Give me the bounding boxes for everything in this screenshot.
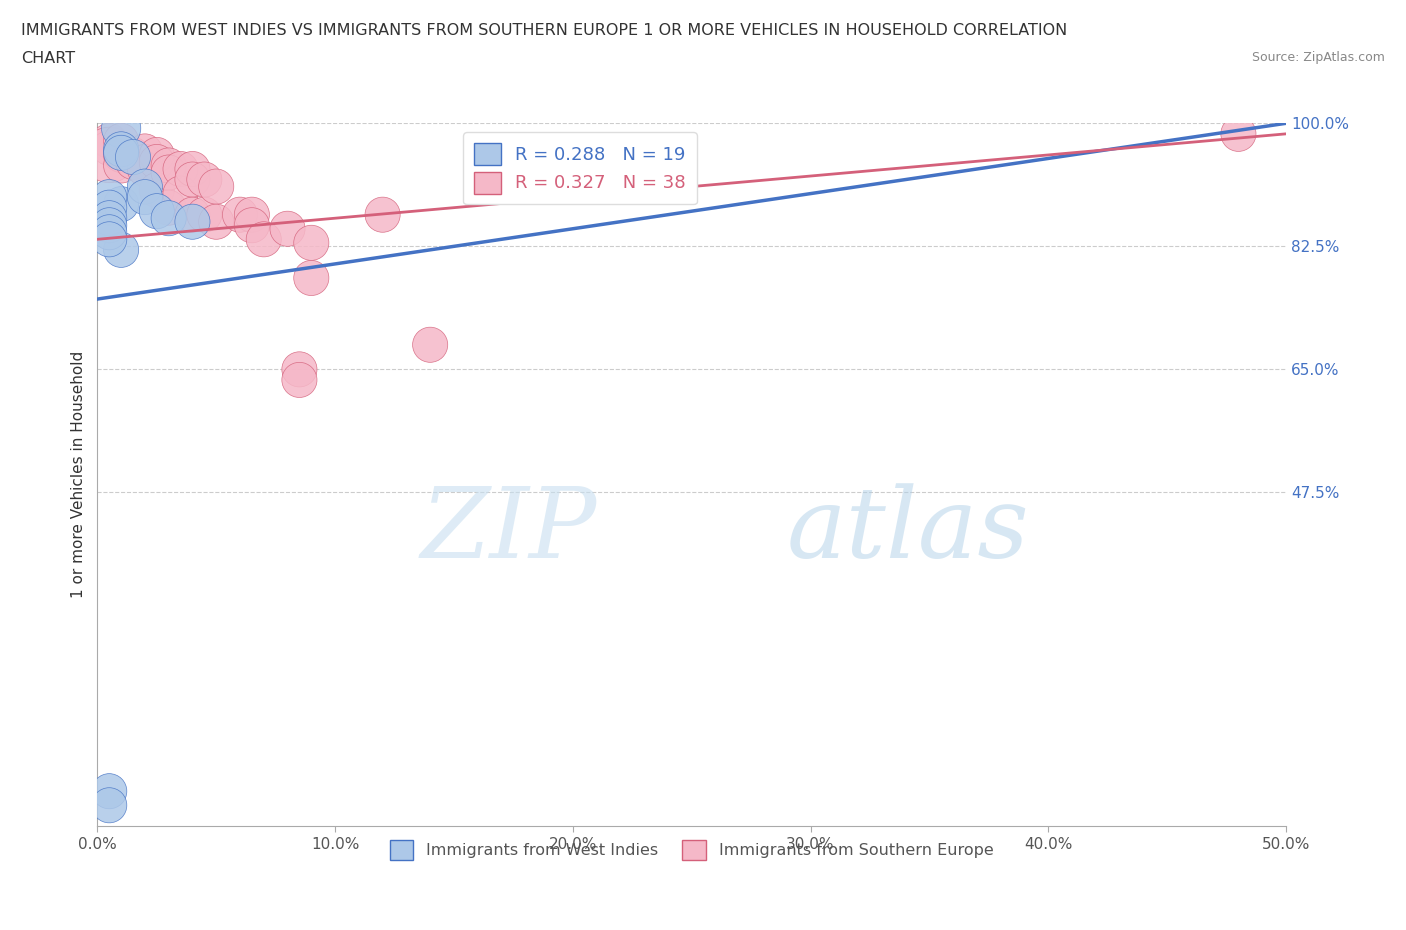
Point [110, 142, 132, 157]
Point [181, 214, 204, 229]
Point [157, 158, 180, 173]
Y-axis label: 1 or more Vehicles in Household: 1 or more Vehicles in Household [72, 352, 86, 598]
Point [205, 179, 228, 194]
Point [299, 235, 322, 250]
Point [169, 162, 191, 177]
Point [98, 218, 121, 232]
Point [122, 154, 145, 169]
Point [419, 338, 441, 352]
Point [110, 243, 132, 258]
Point [98, 225, 121, 240]
Point [98, 211, 121, 226]
Point [110, 121, 132, 136]
Text: Source: ZipAtlas.com: Source: ZipAtlas.com [1251, 51, 1385, 64]
Point [110, 133, 132, 148]
Point [122, 150, 145, 165]
Point [110, 145, 132, 160]
Point [134, 190, 156, 205]
Point [134, 162, 156, 177]
Point [253, 232, 276, 246]
Point [277, 221, 299, 236]
Point [98, 784, 121, 799]
Point [205, 214, 228, 229]
Point [240, 218, 263, 232]
Point [146, 148, 169, 163]
Point [134, 144, 156, 159]
Point [193, 207, 215, 222]
Point [157, 165, 180, 179]
Point [110, 158, 132, 173]
Point [134, 154, 156, 169]
Point [157, 200, 180, 215]
Point [181, 207, 204, 222]
Point [193, 172, 215, 187]
Point [229, 207, 252, 222]
Point [169, 186, 191, 201]
Point [288, 373, 311, 388]
Point [134, 179, 156, 194]
Point [181, 162, 204, 177]
Point [98, 140, 121, 155]
Point [110, 148, 132, 163]
Text: ZIP: ZIP [420, 484, 596, 578]
Point [146, 204, 169, 219]
Point [98, 798, 121, 813]
Point [1227, 126, 1250, 141]
Point [371, 207, 394, 222]
Legend: Immigrants from West Indies, Immigrants from Southern Europe: Immigrants from West Indies, Immigrants … [381, 832, 1002, 868]
Point [157, 211, 180, 226]
Text: CHART: CHART [21, 51, 75, 66]
Point [98, 148, 121, 163]
Point [146, 182, 169, 197]
Point [122, 148, 145, 163]
Text: IMMIGRANTS FROM WEST INDIES VS IMMIGRANTS FROM SOUTHERN EUROPE 1 OR MORE VEHICLE: IMMIGRANTS FROM WEST INDIES VS IMMIGRANT… [21, 23, 1067, 38]
Point [98, 190, 121, 205]
Point [299, 271, 322, 286]
Point [110, 197, 132, 212]
Point [288, 362, 311, 377]
Point [98, 200, 121, 215]
Point [181, 172, 204, 187]
Point [146, 154, 169, 169]
Point [240, 207, 263, 222]
Point [98, 133, 121, 148]
Text: atlas: atlas [787, 484, 1029, 578]
Point [98, 232, 121, 246]
